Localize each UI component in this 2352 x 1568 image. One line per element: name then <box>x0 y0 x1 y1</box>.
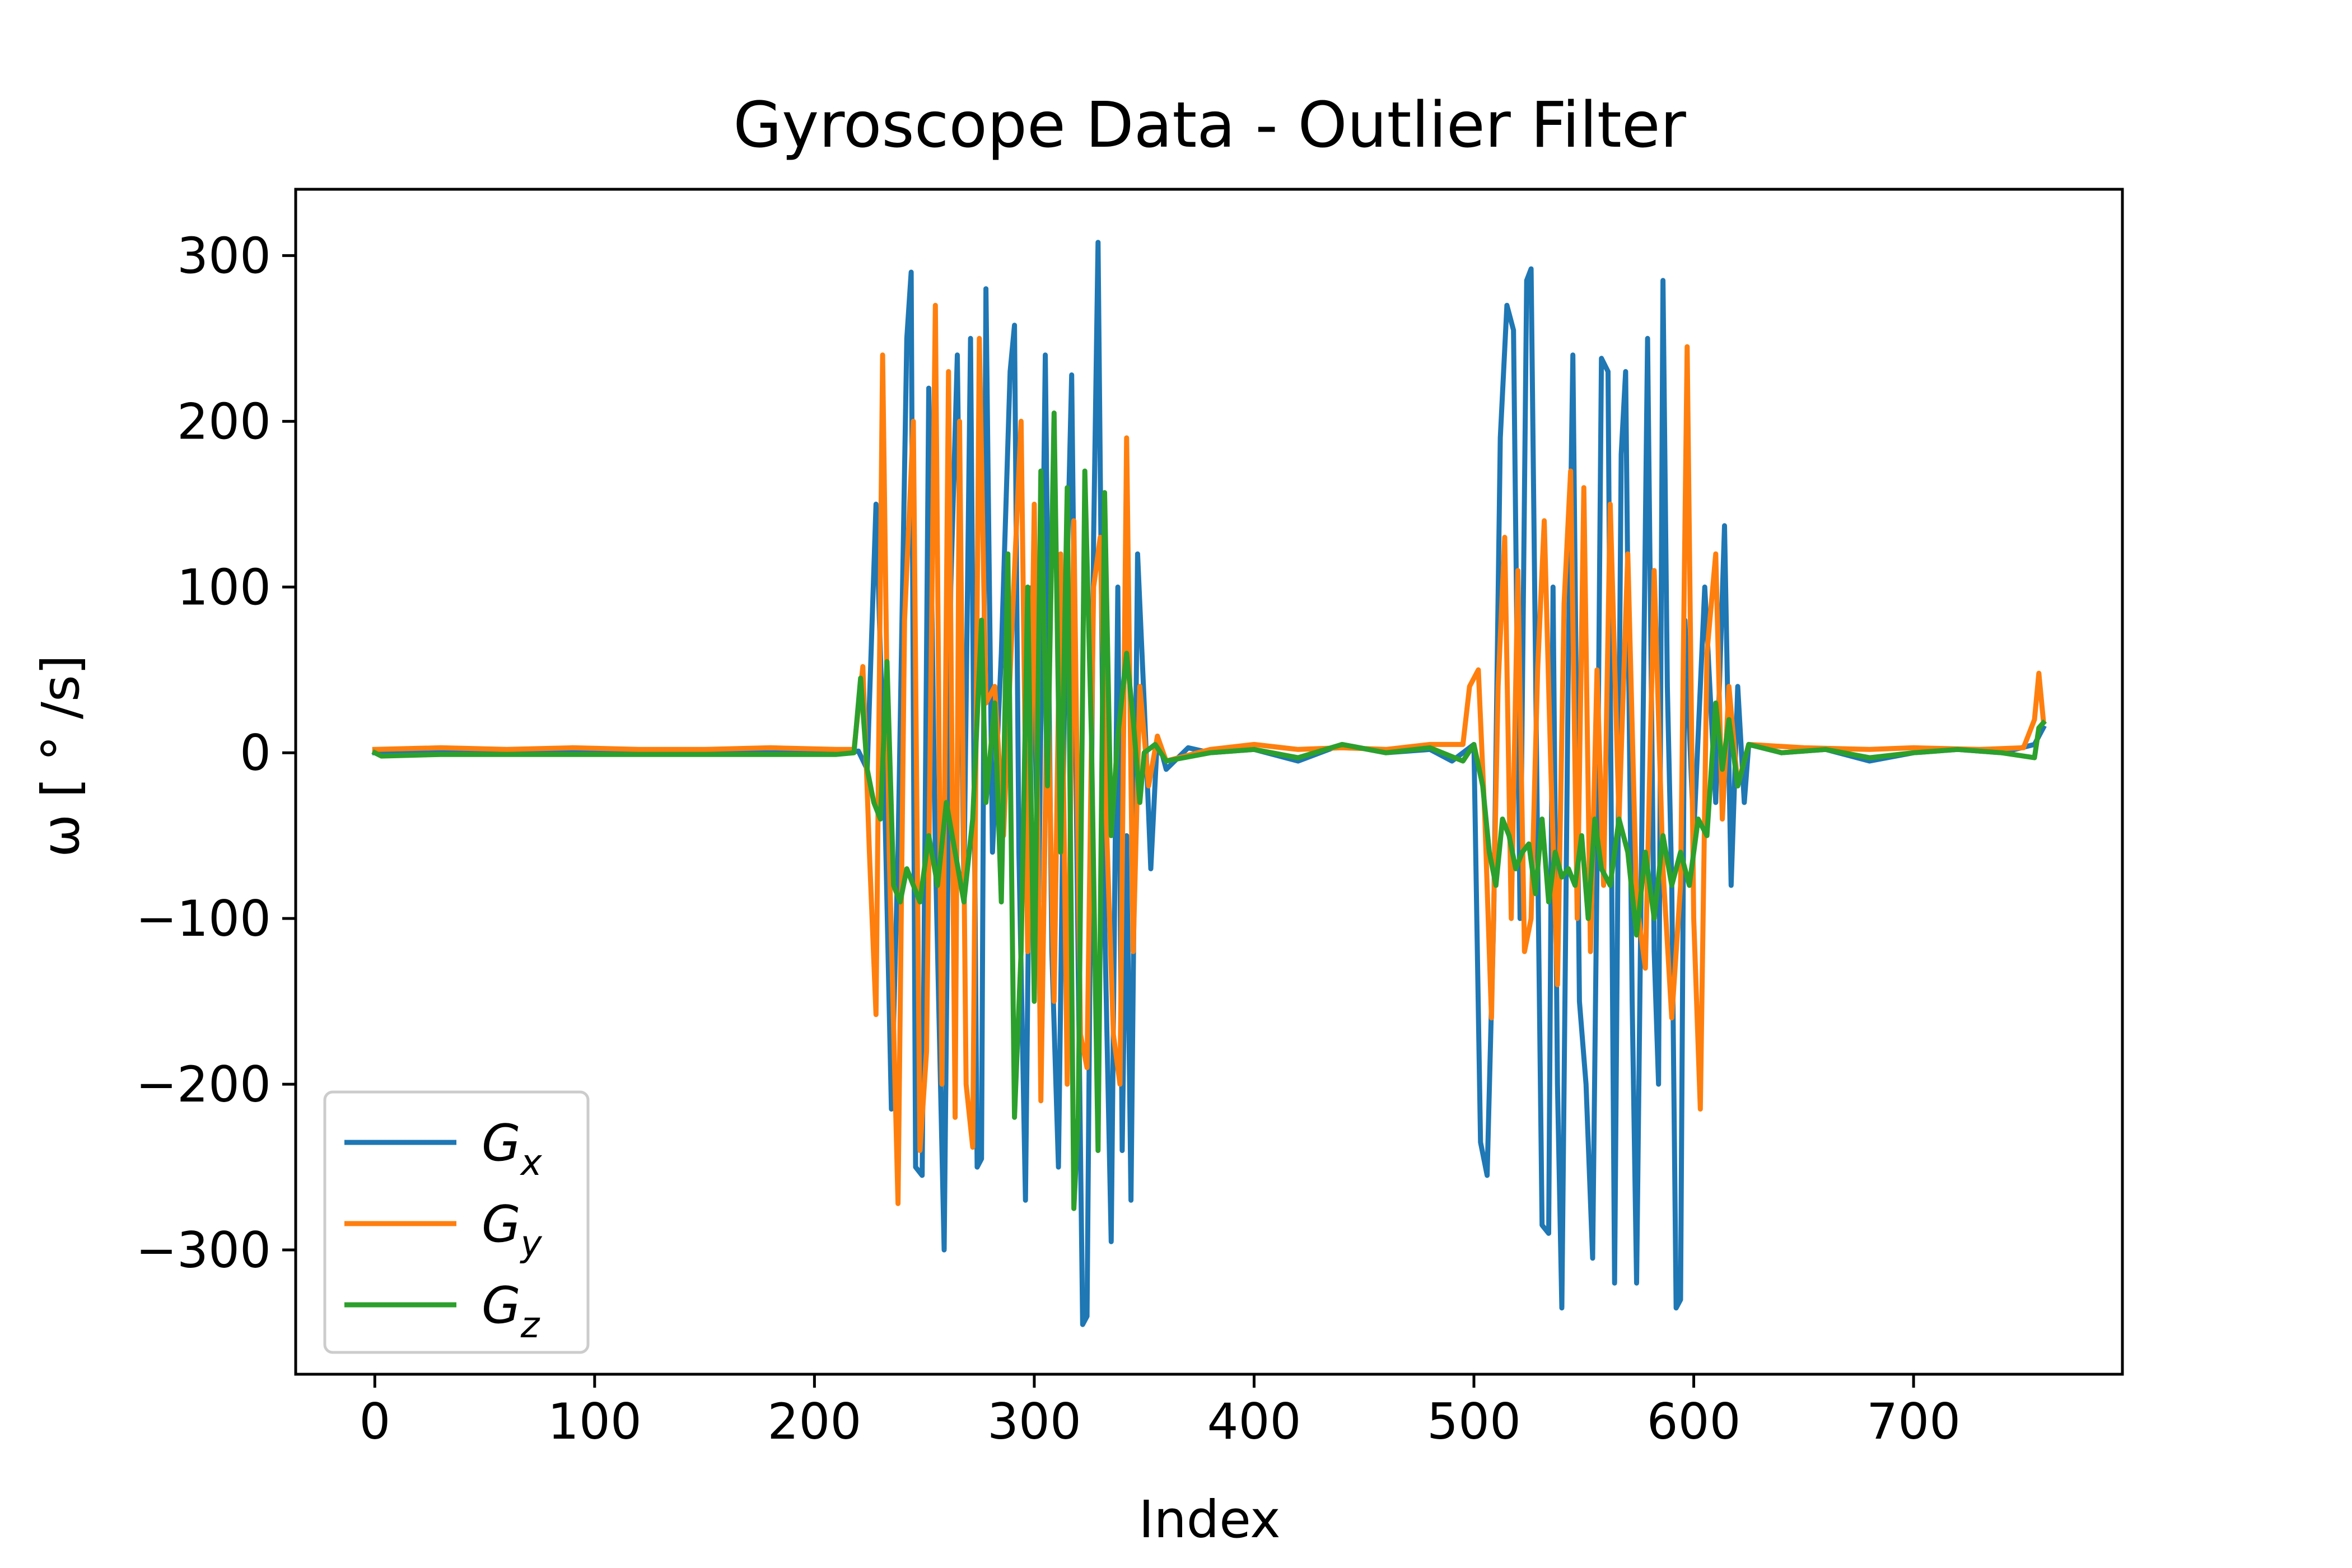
y-tick-label: −300 <box>136 1221 271 1279</box>
chart-title: Gyroscope Data - Outlier Filter <box>733 89 1686 162</box>
x-tick-label: 500 <box>1427 1393 1521 1450</box>
series-line-z <box>371 410 2047 1211</box>
legend-label-z: Gz <box>482 1276 540 1346</box>
axis-ticks: 0 100 200 300 400 500 600 700 −300 −200 −100 0 100 20… <box>136 227 1961 1450</box>
legend-label-x: Gx <box>482 1114 543 1184</box>
legend: Gx Gy Gz <box>323 1090 590 1354</box>
y-tick-label: −100 <box>136 890 271 948</box>
series-line-y <box>372 302 2046 1206</box>
x-tick-label: 0 <box>359 1393 390 1450</box>
y-axis-label: ω [ ° /s] <box>31 655 91 857</box>
y-tick-label: 300 <box>177 227 271 284</box>
x-tick-label: 400 <box>1207 1393 1301 1450</box>
x-tick-label: 200 <box>767 1393 861 1450</box>
plot-frame <box>294 188 2124 1376</box>
y-tick-label: 100 <box>177 558 271 616</box>
y-tick-label: −200 <box>136 1056 271 1113</box>
plot-area <box>371 240 2047 1327</box>
legend-label-y: Gy <box>482 1195 543 1265</box>
y-tick-label: 0 <box>240 724 271 782</box>
y-tick-label: 200 <box>177 393 271 450</box>
x-tick-label: 700 <box>1866 1393 1961 1450</box>
x-tick-label: 100 <box>548 1393 642 1450</box>
x-tick-label: 300 <box>987 1393 1081 1450</box>
x-tick-label: 600 <box>1647 1393 1741 1450</box>
x-axis-label: Index <box>1138 1490 1280 1550</box>
